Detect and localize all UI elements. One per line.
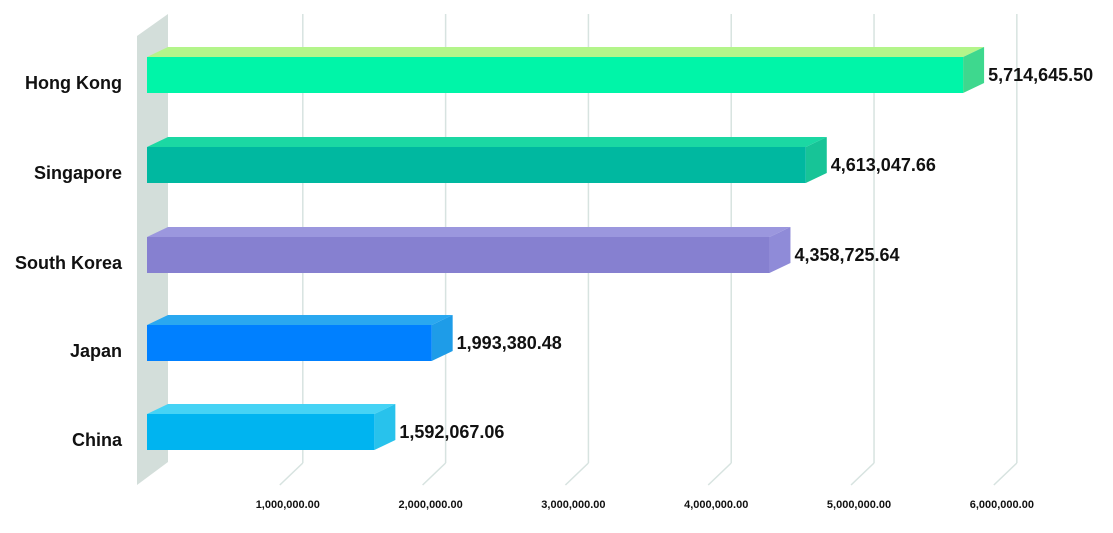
data-label: 4,613,047.66 xyxy=(831,155,936,175)
data-label: 1,993,380.48 xyxy=(457,333,562,353)
x-tick-label: 4,000,000.00 xyxy=(684,499,748,511)
x-tick-label: 2,000,000.00 xyxy=(398,499,462,511)
gridline-floor xyxy=(564,462,589,486)
bar-side-face xyxy=(805,137,827,183)
x-axis-ticks: 1,000,000.00 2,000,000.00 3,000,000.00 4,00… xyxy=(256,499,1034,511)
bar-side-face xyxy=(963,47,985,93)
bar-front-face xyxy=(147,414,375,450)
bar-front-face xyxy=(147,147,806,183)
category-label: Singapore xyxy=(34,163,122,183)
bar xyxy=(147,404,396,450)
x-tick-label: 5,000,000.00 xyxy=(827,499,891,511)
data-label: 1,592,067.06 xyxy=(399,422,504,442)
gridline-floor xyxy=(707,462,732,486)
gridline-floor xyxy=(993,462,1018,486)
gridline-floor xyxy=(279,462,304,486)
bar-side-face xyxy=(769,227,791,273)
bars: 5,714,645.50 Hong Kong 4,613,047.66 Singapo… xyxy=(15,47,1093,450)
bar-top-face xyxy=(147,404,396,414)
x-tick-label: 6,000,000.00 xyxy=(970,499,1034,511)
bar-top-face xyxy=(147,315,453,325)
bar xyxy=(147,227,791,273)
data-label: 4,358,725.64 xyxy=(794,245,899,265)
gridline-floor xyxy=(422,462,447,486)
category-label: China xyxy=(72,430,123,450)
bar-front-face xyxy=(147,237,770,273)
category-label: South Korea xyxy=(15,253,123,273)
bar xyxy=(147,315,453,361)
bar-front-face xyxy=(147,325,432,361)
bar-front-face xyxy=(147,57,964,93)
data-label: 5,714,645.50 xyxy=(988,65,1093,85)
bar xyxy=(147,137,827,183)
bar-top-face xyxy=(147,227,791,237)
x-tick-label: 1,000,000.00 xyxy=(256,499,320,511)
category-label: Hong Kong xyxy=(25,73,122,93)
category-label: Japan xyxy=(70,341,122,361)
bar xyxy=(147,47,985,93)
bar-side-face xyxy=(374,404,396,450)
bar-side-face xyxy=(431,315,453,361)
bar-top-face xyxy=(147,137,827,147)
x-tick-label: 3,000,000.00 xyxy=(541,499,605,511)
gridline-floor xyxy=(850,462,875,486)
bar-top-face xyxy=(147,47,985,57)
